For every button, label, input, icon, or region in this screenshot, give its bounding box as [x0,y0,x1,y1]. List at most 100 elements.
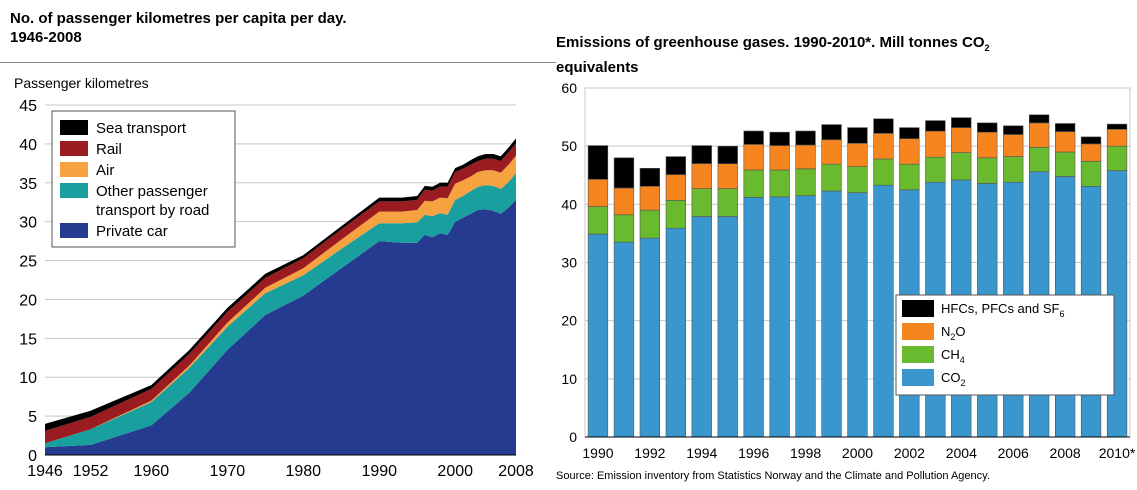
bar-segment-co2 [717,216,738,438]
area-x-tick-label: 1990 [361,463,397,480]
bar-segment-co2 [691,216,712,438]
legend-swatch-hfcs-pfcs-and-sf6 [902,300,934,317]
bar-x-tick-label: 2004 [946,445,977,461]
bar-segment-co2 [873,184,894,438]
bar-segment-ch4 [1003,156,1024,183]
bar-segment-n2 [795,144,816,170]
bar-segment-ch4 [1080,161,1102,187]
bar-segment-hfcs-pfcs-and-sf6 [899,127,920,139]
bar-segment-n2 [847,143,868,167]
legend-label-other-passenger-transport-by-road: Other passenger transport by road [96,183,209,219]
legend-swatch-ch4 [902,346,934,363]
bar-segment-hfcs-pfcs-and-sf6 [951,117,972,128]
legend-swatch-n2 [902,323,934,340]
bar-segment-n2 [717,163,738,189]
area-y-tick-label: 10 [19,370,37,387]
bar-x-tick-label: 2008 [1050,445,1081,461]
title-divider [0,62,556,63]
bar-segment-co2 [665,227,687,438]
bar-x-tick-label: 1998 [790,445,821,461]
legend-label-air: Air [96,162,114,179]
bar-segment-n2 [821,139,842,165]
bar-chart: 0 10 20 30 40 50 60 1990 1992 1994 1996 1998 2000 200… [561,80,1135,461]
bar-segment-ch4 [769,169,790,198]
area-series-rail [45,143,516,444]
bar-x-tick-label: 2010* [1099,445,1136,461]
bar-stack-1991 [613,157,635,438]
right-chart-title-line1: Emissions of greenhouse gases. 1990-2010… [556,33,1116,58]
left-chart-y-axis-label: Passenger kilometres [14,75,149,91]
bar-stack-1993 [665,156,687,438]
right-chart-title: Emissions of greenhouse gases. 1990-2010… [556,33,1116,77]
bar-stack-1992 [639,168,661,438]
bar-segment-n2 [1055,131,1076,153]
bar-segment-hfcs-pfcs-and-sf6 [691,145,712,164]
legend-swatch-other-passenger-transport-by-road [60,183,88,198]
bar-segment-n2 [977,131,998,159]
bar-segment-ch4 [743,169,764,198]
legend-label-sea-transport: Sea transport [96,120,187,137]
bar-segment-ch4 [613,214,635,243]
bar-segment-hfcs-pfcs-and-sf6 [977,122,998,133]
area-y-tick-label: 25 [19,254,37,271]
bar-y-tick-label: 20 [561,313,577,329]
bar-segment-n2 [1080,143,1102,162]
bar-segment-n2 [743,144,764,171]
area-legend: Sea transport Rail Air Other passenger trans… [51,110,236,248]
bar-segment-co2 [613,241,635,438]
bar-segment-co2 [743,197,764,438]
bar-segment-ch4 [691,188,712,217]
bar-stack-1996 [743,130,764,438]
right-chart-title-subscript: 2 [984,43,990,53]
bar-segment-ch4 [977,157,998,184]
bar-segment-hfcs-pfcs-and-sf6 [821,124,842,140]
bar-segment-co2 [795,195,816,438]
legend-label-n2: N2O [941,324,966,342]
bar-segment-ch4 [587,206,609,235]
bar-x-tick-label: 2006 [998,445,1029,461]
bar-segment-ch4 [795,168,816,196]
bar-stack-1998 [795,130,816,438]
bar-segment-hfcs-pfcs-and-sf6 [1106,123,1128,130]
bar-segment-hfcs-pfcs-and-sf6 [847,127,868,144]
bar-stack-1997 [769,131,790,438]
legend-label-rail: Rail [96,141,122,158]
bar-segment-hfcs-pfcs-and-sf6 [639,168,661,187]
area-chart: 0 5 10 15 20 25 30 35 40 45 1946 1952 1960 1970 1980 19… [19,98,534,480]
bar-stack-1990 [587,145,609,438]
bar-segment-n2 [873,133,894,160]
bar-segment-n2 [587,179,609,207]
bar-x-tick-label: 2002 [894,445,925,461]
bar-segment-ch4 [665,200,687,229]
bar-segment-ch4 [821,163,842,192]
area-x-tick-label: 2000 [437,463,473,480]
bar-x-tick-label: 1992 [634,445,665,461]
bar-segment-hfcs-pfcs-and-sf6 [1003,125,1024,135]
bar-x-tick-label: 1994 [686,445,717,461]
bar-segment-hfcs-pfcs-and-sf6 [925,120,946,132]
bar-y-tick-label: 60 [561,80,577,96]
bar-y-tick-label: 0 [569,429,577,445]
area-x-tick-label: 1960 [134,463,170,480]
bar-segment-hfcs-pfcs-and-sf6 [665,156,687,175]
area-x-tick-label: 1946 [27,463,63,480]
area-x-tick-label: 2008 [498,463,534,480]
bar-segment-hfcs-pfcs-and-sf6 [613,157,635,189]
bar-segment-n2 [1106,129,1128,147]
bar-segment-ch4 [847,166,868,194]
bar-y-tick-label: 10 [561,371,577,387]
bar-segment-co2 [847,192,868,438]
bar-segment-hfcs-pfcs-and-sf6 [717,145,738,164]
area-x-tick-label: 1952 [73,463,109,480]
bar-segment-ch4 [1029,147,1050,173]
area-y-tick-label: 20 [19,292,37,309]
bar-legend: HFCs, PFCs and SF6 N2O CH4 CO2 [895,294,1115,396]
bar-y-tick-label: 40 [561,196,577,212]
bar-y-tick-label: 30 [561,255,577,271]
bar-segment-ch4 [1106,145,1128,171]
bar-segment-hfcs-pfcs-and-sf6 [1055,123,1076,132]
bar-segment-ch4 [717,188,738,217]
bar-segment-ch4 [873,158,894,186]
area-y-tick-label: 15 [19,331,37,348]
